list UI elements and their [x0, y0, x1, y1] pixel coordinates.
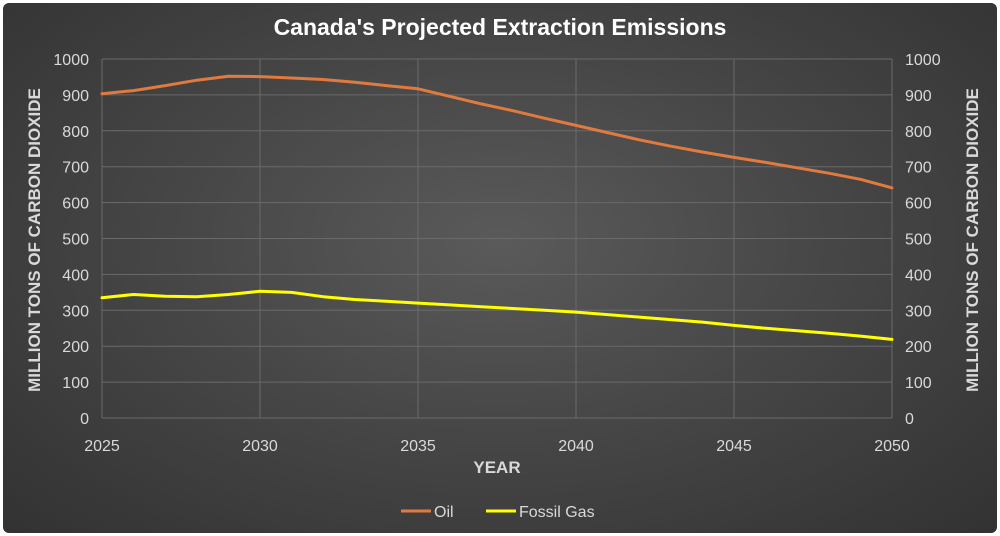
y-tick-label-right: 500 [905, 232, 932, 249]
y-tick-label-right: 100 [905, 375, 932, 392]
right-axis-ticks: 0 100 200 300 400 500 600 700 800 900 1000 [905, 52, 941, 428]
y-tick-label-right: 400 [905, 267, 932, 284]
y-tick-label-right: 700 [905, 160, 932, 177]
y-tick-label-left: 200 [62, 339, 89, 356]
y-axis-title-left: MILLION TONS OF CARBON DIOXIDE [25, 88, 44, 392]
legend-label-oil: Oil [434, 504, 454, 521]
y-tick-label-left: 700 [62, 160, 89, 177]
y-tick-label-left: 500 [62, 232, 89, 249]
y-tick-label-right: 600 [905, 196, 932, 213]
legend: Oil Fossil Gas [401, 504, 595, 521]
y-tick-label-left: 1000 [53, 52, 89, 69]
chart-title: Canada's Projected Extraction Emissions [274, 14, 727, 40]
y-tick-label-left: 800 [62, 124, 89, 141]
y-tick-label-right: 0 [905, 411, 914, 428]
series-line-fossil-gas [100, 289, 894, 341]
x-tick-label: 2045 [716, 438, 752, 455]
series-line-oil [100, 74, 894, 190]
legend-label-fossil-gas: Fossil Gas [519, 504, 595, 521]
left-axis-ticks: 0 100 200 300 400 500 600 700 800 900 1000 [53, 52, 89, 428]
y-tick-label-right: 1000 [905, 52, 941, 69]
chart-svg: Canada's Projected Extraction Emissions … [25, 14, 982, 521]
y-tick-label-right: 200 [905, 339, 932, 356]
y-tick-label-left: 100 [62, 375, 89, 392]
y-tick-label-left: 900 [62, 88, 89, 105]
x-axis-ticks: 2025 2030 2035 2040 2045 2050 [84, 438, 910, 455]
x-tick-label: 2025 [84, 438, 120, 455]
x-tick-label: 2035 [400, 438, 436, 455]
y-tick-label-left: 0 [80, 411, 89, 428]
series-lines [100, 74, 894, 341]
y-tick-label-right: 300 [905, 303, 932, 320]
y-tick-label-left: 600 [62, 196, 89, 213]
y-tick-label-right: 800 [905, 124, 932, 141]
y-tick-label-left: 300 [62, 303, 89, 320]
chart-frame: Canada's Projected Extraction Emissions … [3, 3, 997, 533]
y-axis-title-right: MILLION TONS OF CARBON DIOXIDE [963, 88, 982, 392]
x-axis-title: YEAR [473, 458, 520, 477]
y-tick-label-left: 400 [62, 267, 89, 284]
x-tick-label: 2030 [242, 438, 278, 455]
gridlines [101, 58, 893, 419]
x-tick-label: 2040 [558, 438, 594, 455]
x-tick-label: 2050 [874, 438, 910, 455]
y-tick-label-right: 900 [905, 88, 932, 105]
